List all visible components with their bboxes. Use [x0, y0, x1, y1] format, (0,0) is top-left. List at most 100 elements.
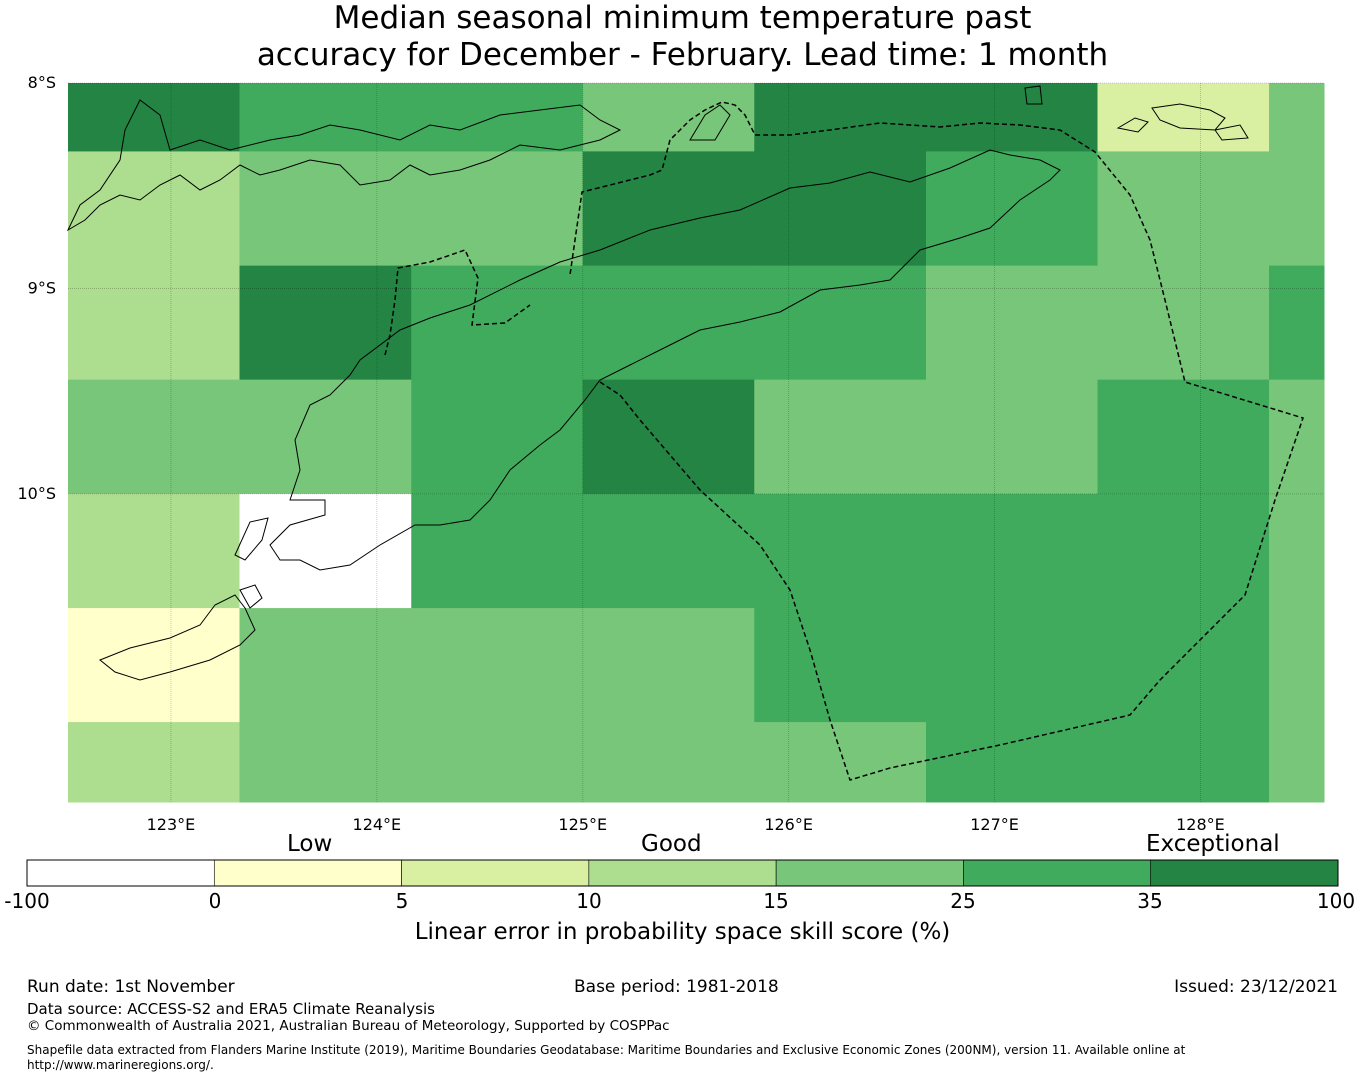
skill-cell	[1097, 265, 1270, 381]
issued-date: Issued: 23/12/2021	[1174, 977, 1338, 997]
colorbar-label: Linear error in probability space skill …	[414, 919, 951, 945]
skill-cell	[925, 151, 1099, 267]
colorbar	[26, 859, 1339, 887]
base-period: Base period: 1981-2018	[574, 977, 779, 997]
skill-cell	[68, 722, 241, 803]
latitude-label: 10°S	[17, 484, 56, 503]
eez-line-east	[569, 101, 1304, 781]
colorbar-category-low: Low	[287, 831, 333, 857]
skill-cell	[411, 608, 584, 723]
coastline	[66, 85, 1249, 681]
skill-cell	[411, 265, 584, 381]
skill-cell	[1269, 83, 1325, 152]
skill-cell	[925, 722, 1099, 803]
map-title: Median seasonal minimum temperature past…	[0, 0, 1365, 74]
skill-cell	[754, 722, 927, 803]
eez-line-west	[384, 249, 531, 356]
skill-cell	[754, 151, 927, 267]
skill-cell	[754, 608, 927, 723]
colorbar-category-exceptional: Exceptional	[1146, 831, 1280, 857]
skill-cell	[411, 722, 584, 803]
timor-coastline	[269, 149, 1061, 571]
colorbar-tick: 15	[763, 889, 789, 913]
skill-grid	[68, 83, 1325, 803]
latitude-label: 8°S	[28, 73, 56, 92]
skill-cell	[582, 722, 755, 803]
longitude-label: 126°E	[764, 815, 813, 834]
colorbar-tick: 35	[1137, 889, 1163, 913]
skill-cell	[1097, 608, 1270, 723]
skill-cell	[1097, 493, 1270, 609]
skill-cell	[239, 265, 412, 381]
skill-cell	[411, 83, 584, 152]
skill-cell	[1097, 83, 1270, 152]
damar-islands-coastline	[1116, 103, 1249, 141]
skill-cell	[68, 493, 241, 609]
skill-cell	[925, 493, 1099, 609]
skill-cell	[411, 493, 584, 609]
skill-cell	[1269, 493, 1325, 609]
skill-cell	[925, 379, 1099, 495]
skill-cell	[925, 608, 1099, 723]
colorbar-segment	[588, 859, 777, 887]
skill-cell	[754, 493, 927, 609]
skill-cell	[239, 608, 412, 723]
skill-cell	[754, 83, 927, 152]
skill-cell	[1097, 722, 1270, 803]
skill-cell	[239, 151, 412, 267]
colorbar-tick: -100	[4, 889, 50, 913]
map-title-line2: accuracy for December - February. Lead t…	[256, 37, 1109, 73]
colorbar-tick: 5	[395, 889, 409, 913]
flores-coastline	[66, 99, 622, 232]
longitude-label: 124°E	[353, 815, 402, 834]
longitude-label: 127°E	[970, 815, 1019, 834]
skill-cell	[68, 608, 241, 723]
colorbar-segment	[401, 859, 590, 887]
colorbar-tick: 100	[1316, 889, 1356, 913]
longitude-label: 123°E	[147, 815, 196, 834]
longitude-label: 128°E	[1176, 815, 1225, 834]
skill-cell	[582, 493, 755, 609]
colorbar-segment	[963, 859, 1152, 887]
skill-cell	[582, 608, 755, 723]
map-title-line1: Median seasonal minimum temperature past	[333, 0, 1032, 36]
eez-boundary	[384, 101, 1304, 781]
skill-cell	[1097, 379, 1270, 495]
longitude-label: 125°E	[558, 815, 607, 834]
skill-cell	[582, 151, 755, 267]
rote-island-coastline	[234, 517, 269, 561]
shapefile-attribution: Shapefile data extracted from Flanders M…	[27, 1043, 1327, 1073]
skill-cell	[582, 379, 755, 495]
skill-cell	[582, 83, 755, 152]
skill-cell	[1269, 151, 1325, 267]
skill-cell	[411, 151, 584, 267]
skill-cell	[1269, 379, 1325, 495]
skill-cell	[68, 83, 241, 152]
skill-cell	[68, 151, 241, 267]
skill-cell	[754, 265, 927, 381]
skill-cell	[925, 83, 1099, 152]
skill-cell	[754, 379, 927, 495]
skill-cell	[239, 493, 412, 609]
skill-cell	[1097, 151, 1270, 267]
shapefile-attribution-line1: Shapefile data extracted from Flanders M…	[27, 1043, 1186, 1057]
shapefile-attribution-line2: http://www.marineregions.org/.	[27, 1058, 214, 1072]
savu-island-coastline	[99, 594, 256, 681]
colorbar-tick: 10	[576, 889, 602, 913]
latitude-label: 9°S	[28, 278, 56, 297]
skill-cell	[239, 379, 412, 495]
skill-cell	[68, 379, 241, 495]
run-date: Run date: 1st November	[27, 977, 235, 997]
colorbar-tick: 0	[208, 889, 222, 913]
skill-cell	[239, 722, 412, 803]
graticule	[68, 82, 1324, 802]
skill-cell	[1269, 265, 1325, 381]
data-source: Data source: ACCESS-S2 and ERA5 Climate …	[27, 1000, 435, 1018]
colorbar-frame	[26, 859, 1339, 887]
colorbar-segment	[213, 859, 402, 887]
colorbar-category-good: Good	[641, 831, 702, 857]
skill-cell	[68, 265, 241, 381]
colorbar-tick: 25	[950, 889, 976, 913]
skill-cell	[1269, 722, 1325, 803]
